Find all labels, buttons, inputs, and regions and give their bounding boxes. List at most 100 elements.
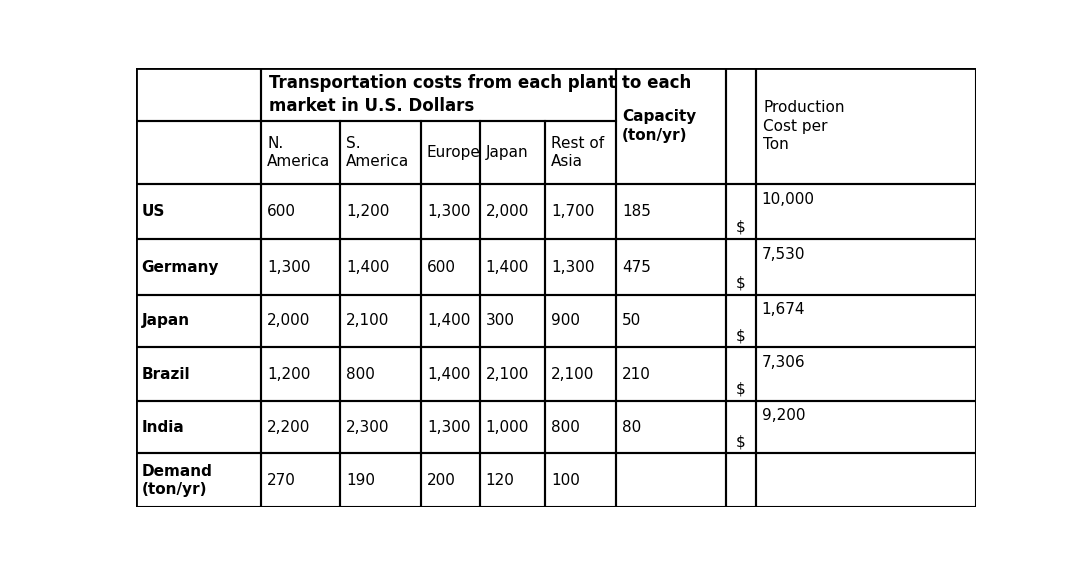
Bar xyxy=(136,347,261,401)
Text: 10,000: 10,000 xyxy=(762,192,815,207)
Bar xyxy=(421,347,479,401)
Bar xyxy=(479,295,544,347)
Bar xyxy=(261,295,340,347)
Bar xyxy=(421,401,479,453)
Text: 2,100: 2,100 xyxy=(551,367,594,381)
Bar xyxy=(261,184,340,239)
Text: 1,200: 1,200 xyxy=(268,367,311,381)
Bar xyxy=(756,68,976,184)
Text: 2,000: 2,000 xyxy=(486,204,529,219)
Bar xyxy=(261,121,340,184)
Bar xyxy=(340,453,421,507)
Text: $: $ xyxy=(736,382,746,397)
Text: 7,530: 7,530 xyxy=(762,247,805,262)
Bar xyxy=(616,453,726,507)
Bar xyxy=(340,239,421,295)
Bar xyxy=(726,68,756,184)
Text: 1,300: 1,300 xyxy=(427,204,470,219)
Bar xyxy=(544,121,616,184)
Text: 9,200: 9,200 xyxy=(762,408,805,423)
Text: $: $ xyxy=(736,219,746,235)
Bar xyxy=(421,453,479,507)
Text: India: India xyxy=(142,420,184,435)
Text: 185: 185 xyxy=(622,204,651,219)
Bar xyxy=(136,184,261,239)
Text: 270: 270 xyxy=(268,473,296,488)
Bar xyxy=(544,184,616,239)
Bar xyxy=(340,184,421,239)
Bar xyxy=(136,453,261,507)
Bar xyxy=(544,401,616,453)
Text: 120: 120 xyxy=(486,473,515,488)
Text: 1,000: 1,000 xyxy=(486,420,529,435)
Text: 50: 50 xyxy=(622,314,642,328)
Bar xyxy=(479,239,544,295)
Bar xyxy=(616,347,726,401)
Text: 200: 200 xyxy=(427,473,455,488)
Text: 1,400: 1,400 xyxy=(427,314,470,328)
Bar xyxy=(726,239,756,295)
Text: Japan: Japan xyxy=(142,314,190,328)
Bar xyxy=(726,184,756,239)
Text: 2,100: 2,100 xyxy=(346,314,389,328)
Text: 600: 600 xyxy=(427,259,456,275)
Bar xyxy=(340,347,421,401)
Text: 800: 800 xyxy=(551,420,580,435)
Bar xyxy=(726,401,756,453)
Text: 2,100: 2,100 xyxy=(486,367,529,381)
Bar xyxy=(479,121,544,184)
Text: Germany: Germany xyxy=(142,259,219,275)
Bar xyxy=(136,239,261,295)
Bar xyxy=(616,239,726,295)
Text: Rest of
Asia: Rest of Asia xyxy=(551,136,604,169)
Text: $: $ xyxy=(736,275,746,290)
Bar xyxy=(479,453,544,507)
Text: 1,400: 1,400 xyxy=(346,259,389,275)
Text: $: $ xyxy=(736,328,746,343)
Text: 1,400: 1,400 xyxy=(427,367,470,381)
Bar xyxy=(544,239,616,295)
Bar xyxy=(544,453,616,507)
Bar xyxy=(544,347,616,401)
Text: Production
Cost per
Ton: Production Cost per Ton xyxy=(763,100,844,152)
Text: 1,400: 1,400 xyxy=(486,259,529,275)
Bar xyxy=(340,121,421,184)
Text: 1,300: 1,300 xyxy=(268,259,311,275)
Text: 1,674: 1,674 xyxy=(762,302,805,317)
Bar xyxy=(261,453,340,507)
Bar xyxy=(479,401,544,453)
Text: 2,200: 2,200 xyxy=(268,420,311,435)
Bar xyxy=(421,239,479,295)
Text: 475: 475 xyxy=(622,259,651,275)
Text: Transportation costs from each plant to each
market in U.S. Dollars: Transportation costs from each plant to … xyxy=(269,75,692,115)
Text: 600: 600 xyxy=(268,204,296,219)
Text: 1,700: 1,700 xyxy=(551,204,594,219)
Text: Japan: Japan xyxy=(486,145,528,160)
Bar xyxy=(261,401,340,453)
Text: Capacity
(ton/yr): Capacity (ton/yr) xyxy=(622,109,696,143)
Text: 190: 190 xyxy=(346,473,375,488)
Bar xyxy=(756,347,976,401)
Text: $: $ xyxy=(736,434,746,449)
Text: S.
America: S. America xyxy=(346,136,410,169)
Bar xyxy=(421,295,479,347)
Text: 7,306: 7,306 xyxy=(762,355,805,370)
Text: 100: 100 xyxy=(551,473,580,488)
Text: Europe: Europe xyxy=(427,145,481,160)
Bar xyxy=(136,121,261,184)
Bar xyxy=(756,401,976,453)
Bar xyxy=(756,184,976,239)
Bar xyxy=(544,295,616,347)
Bar xyxy=(616,295,726,347)
Bar xyxy=(136,68,261,121)
Bar xyxy=(616,184,726,239)
Bar xyxy=(756,453,976,507)
Bar xyxy=(261,68,616,121)
Bar xyxy=(616,401,726,453)
Bar xyxy=(726,453,756,507)
Bar xyxy=(421,121,479,184)
Bar xyxy=(136,295,261,347)
Text: 1,300: 1,300 xyxy=(427,420,470,435)
Bar xyxy=(756,295,976,347)
Bar xyxy=(726,347,756,401)
